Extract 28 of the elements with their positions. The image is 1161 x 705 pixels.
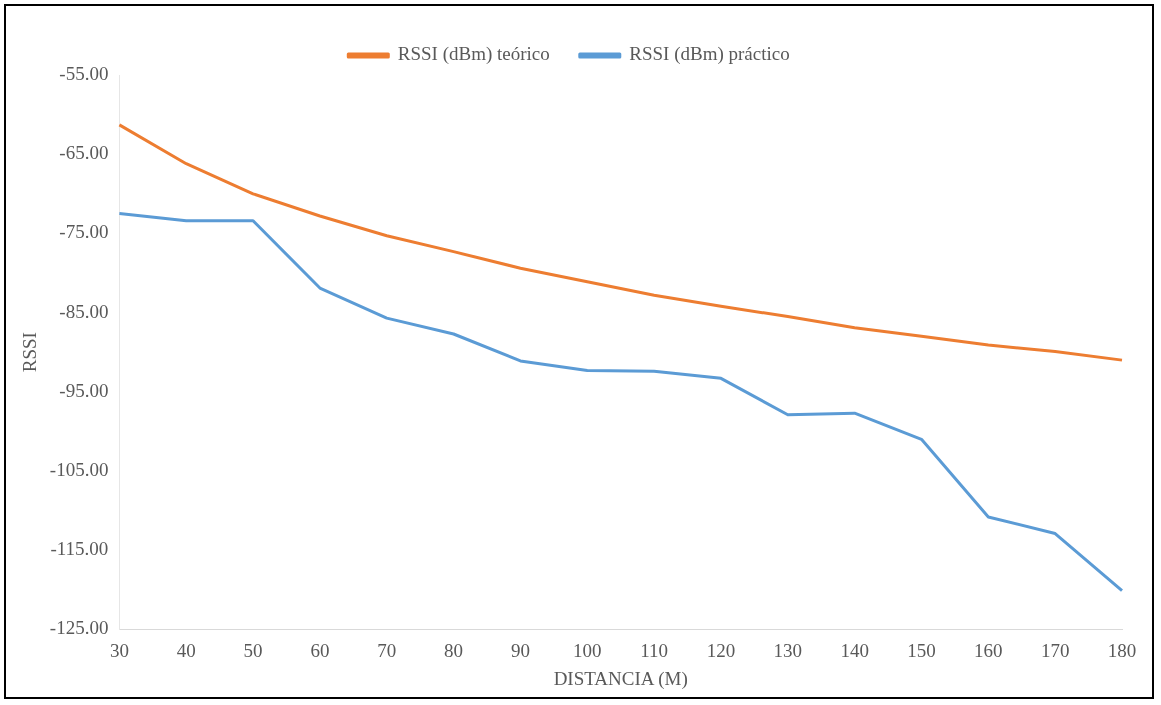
y-tick-label: -55.00 [59, 62, 109, 84]
x-tick-label: 130 [773, 639, 803, 661]
y-axis-title: RSSI [19, 332, 41, 373]
y-tick-label: -95.00 [59, 379, 109, 401]
x-tick-label: 110 [640, 639, 669, 661]
x-tick-label: 180 [1107, 639, 1137, 661]
x-tick-label: 120 [706, 639, 736, 661]
x-tick-label: 80 [444, 639, 464, 661]
legend-label: RSSI (dBm) teórico [397, 43, 550, 66]
y-tick-label: -105.00 [49, 458, 109, 480]
legend-label: RSSI (dBm) práctico [629, 43, 790, 66]
y-tick-label: -125.00 [49, 617, 109, 639]
x-tick-label: 40 [176, 639, 196, 661]
x-tick-label: 160 [974, 639, 1003, 661]
y-tick-label: -85.00 [59, 300, 109, 322]
y-tick-label: -65.00 [59, 142, 109, 164]
x-tick-label: 100 [573, 639, 602, 661]
x-tick-label: 60 [310, 639, 330, 661]
y-tick-label: -115.00 [50, 538, 109, 560]
x-tick-label: 30 [109, 639, 129, 661]
x-tick-label: 140 [840, 639, 869, 661]
x-tick-label: 170 [1040, 639, 1070, 661]
x-axis-title: DISTANCIA (M) [553, 667, 688, 690]
x-tick-label: 50 [243, 639, 263, 661]
x-tick-label: 70 [377, 639, 397, 661]
x-tick-label: 150 [907, 639, 936, 661]
x-tick-label: 90 [510, 639, 530, 661]
y-tick-label: -75.00 [59, 221, 109, 243]
